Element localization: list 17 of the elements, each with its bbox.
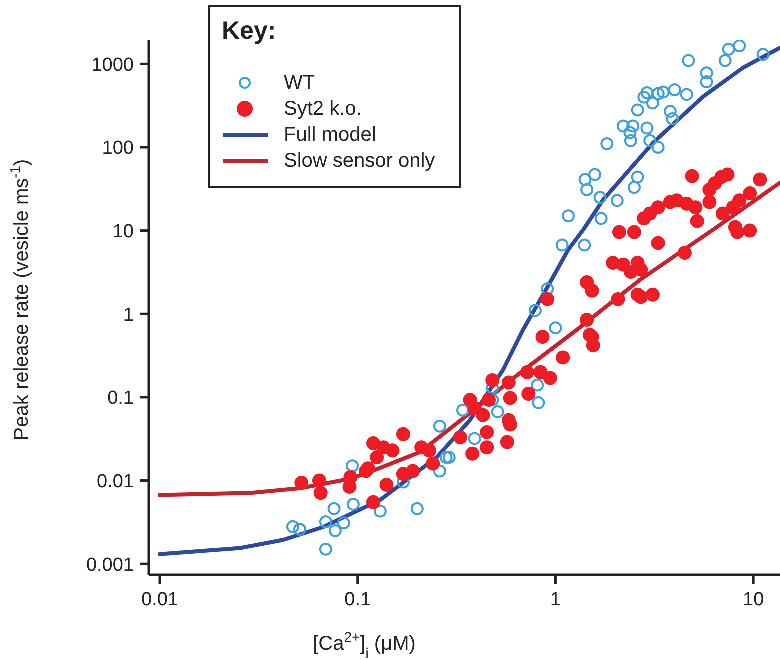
- y-tick-label: 1: [123, 304, 134, 326]
- x-tick-label: 10: [743, 589, 764, 610]
- y-tick-label: 0.1: [108, 388, 134, 410]
- x-tick-label: 1: [550, 589, 561, 610]
- y-tick-label: 0.01: [97, 472, 134, 493]
- x-tick-label: 0.01: [141, 589, 178, 610]
- legend-label: Full model: [284, 124, 376, 146]
- legend-label: WT: [284, 72, 316, 94]
- y-tick-label: 1000: [92, 54, 134, 76]
- legend-title: Key:: [222, 17, 278, 46]
- legend-label: Slow sensor only: [284, 150, 436, 172]
- legend-label: Syt2 k.o.: [284, 98, 362, 120]
- y-tick-label: 10: [112, 222, 134, 243]
- x-tick-label: 0.1: [344, 589, 372, 610]
- y-tick-label: 0.001: [86, 554, 134, 576]
- y-tick-label: 100: [102, 138, 134, 160]
- x-axis-title: [Ca$^{2+}$]$_{i}$ (μM): [313, 629, 416, 660]
